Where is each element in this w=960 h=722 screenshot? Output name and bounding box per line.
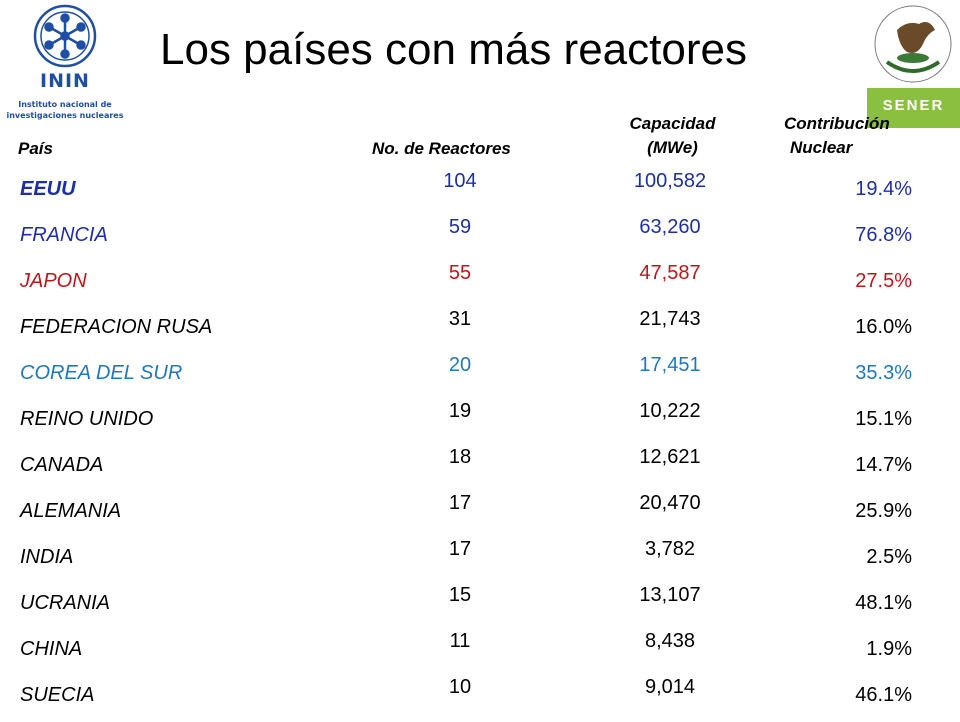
- contribution-cell: 35.3%: [855, 362, 912, 384]
- inin-logo: ININ Instituto nacional de investigacion…: [0, 0, 130, 128]
- capacity-cell: 47,587: [639, 262, 701, 284]
- country-cell: REINO UNIDO: [20, 408, 154, 430]
- country-cell: ALEMANIA: [20, 500, 122, 522]
- table-row: CANADA 18 12,621 14.7%: [0, 446, 960, 492]
- capacity-cell: 100,582: [633, 170, 707, 192]
- header-capacity-line2: (MWe): [647, 138, 698, 157]
- table-row: SUECIA 10 9,014 46.1%: [0, 676, 960, 722]
- country-cell: SUECIA: [20, 684, 95, 706]
- country-cell: CHINA: [20, 638, 83, 660]
- reactors-cell: 19: [448, 400, 472, 422]
- sener-green-band: [867, 88, 960, 128]
- country-cell: JAPON: [20, 270, 87, 292]
- reactors-cell: 31: [448, 308, 472, 330]
- table-row: JAPON 55 47,587 27.5%: [0, 262, 960, 308]
- contribution-cell: 46.1%: [855, 684, 912, 706]
- inin-logo-name: ININ: [40, 70, 90, 92]
- country-cell: FRANCIA: [20, 224, 108, 246]
- header-contribution: Contribución Nuclear: [784, 112, 924, 160]
- country-cell: FEDERACION RUSA: [20, 316, 213, 338]
- reactors-cell: 104: [443, 170, 477, 192]
- contribution-cell: 15.1%: [855, 408, 912, 430]
- country-cell: COREA DEL SUR: [20, 362, 183, 384]
- header-capacity-line1: Capacidad: [629, 114, 716, 133]
- table-row: FRANCIA 59 63,260 76.8%: [0, 216, 960, 262]
- contribution-cell: 25.9%: [855, 500, 912, 522]
- reactors-cell: 15: [448, 584, 472, 606]
- table-row: COREA DEL SUR 20 17,451 35.3%: [0, 354, 960, 400]
- contribution-cell: 48.1%: [855, 592, 912, 614]
- capacity-cell: 12,621: [639, 446, 701, 468]
- capacity-cell: 10,222: [639, 400, 701, 422]
- capacity-cell: 20,470: [639, 492, 701, 514]
- reactors-cell: 55: [448, 262, 472, 284]
- inin-logo-subtitle-1: Instituto nacional de: [18, 100, 112, 109]
- header-capacity: Capacidad (MWe): [600, 112, 745, 160]
- table-row: FEDERACION RUSA 31 21,743 16.0%: [0, 308, 960, 354]
- sener-logo-name: SENER: [882, 97, 945, 114]
- contribution-cell: 2.5%: [866, 546, 912, 568]
- country-cell: INDIA: [20, 546, 74, 568]
- capacity-cell: 8,438: [644, 630, 696, 652]
- country-cell: CANADA: [20, 454, 104, 476]
- table-row: REINO UNIDO 19 10,222 15.1%: [0, 400, 960, 446]
- header-contribution-line2: Nuclear: [790, 138, 853, 157]
- contribution-cell: 27.5%: [855, 270, 912, 292]
- contribution-cell: 76.8%: [855, 224, 912, 246]
- country-cell: EEUU: [20, 178, 76, 200]
- table-row: CHINA 11 8,438 1.9%: [0, 630, 960, 676]
- contribution-cell: 1.9%: [866, 638, 912, 660]
- contribution-cell: 14.7%: [855, 454, 912, 476]
- page-title: Los países con más reactores: [160, 25, 747, 74]
- capacity-cell: 13,107: [639, 584, 701, 606]
- header-reactors: No. de Reactores: [372, 139, 511, 158]
- contribution-cell: 16.0%: [855, 316, 912, 338]
- mexican-coat-of-arms-icon: [874, 5, 952, 83]
- reactors-cell: 17: [448, 538, 472, 560]
- country-cell: UCRANIA: [20, 592, 111, 614]
- reactors-cell: 59: [448, 216, 472, 238]
- capacity-cell: 3,782: [644, 538, 696, 560]
- atom-snowflake-icon: [33, 4, 97, 68]
- reactors-cell: 17: [448, 492, 472, 514]
- capacity-cell: 9,014: [644, 676, 696, 698]
- reactors-cell: 18: [448, 446, 472, 468]
- reactors-cell: 11: [449, 630, 471, 652]
- header-contribution-line1: Contribución: [784, 114, 890, 133]
- inin-logo-subtitle-2: investigaciones nucleares: [6, 111, 124, 120]
- capacity-cell: 17,451: [639, 354, 701, 376]
- sener-logo: SENER: [867, 0, 960, 128]
- header-country: País: [18, 139, 53, 158]
- table-row: ALEMANIA 17 20,470 25.9%: [0, 492, 960, 538]
- table-row: EEUU 104 100,582 19.4%: [0, 170, 960, 216]
- reactors-cell: 10: [448, 676, 472, 698]
- contribution-cell: 19.4%: [855, 178, 912, 200]
- table-row: UCRANIA 15 13,107 48.1%: [0, 584, 960, 630]
- capacity-cell: 63,260: [639, 216, 701, 238]
- table-row: INDIA 17 3,782 2.5%: [0, 538, 960, 584]
- capacity-cell: 21,743: [639, 308, 701, 330]
- reactors-cell: 20: [448, 354, 472, 376]
